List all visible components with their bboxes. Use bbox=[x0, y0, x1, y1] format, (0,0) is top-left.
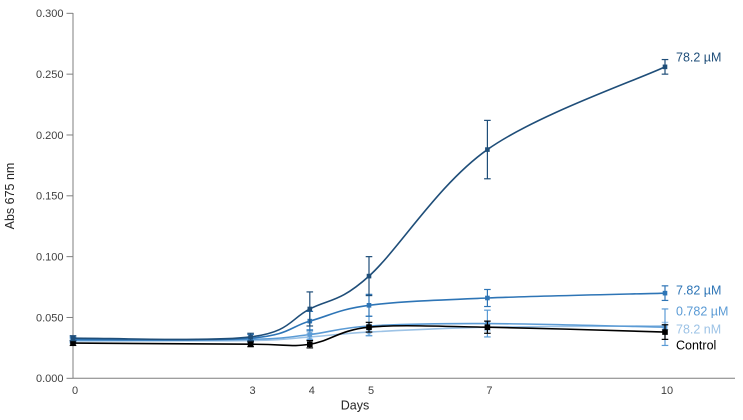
series-78.2-m bbox=[69, 58, 669, 342]
y-tick-label: 0.250 bbox=[36, 69, 64, 81]
data-point-marker bbox=[485, 147, 490, 152]
y-tick-label: 0.050 bbox=[36, 312, 64, 324]
series-label-control: Control bbox=[676, 339, 716, 353]
series-label-78.2-m: 78.2 µM bbox=[676, 50, 721, 64]
data-point-marker bbox=[366, 303, 372, 308]
data-point-marker bbox=[662, 290, 668, 296]
data-point-marker bbox=[484, 324, 491, 331]
data-point-marker bbox=[248, 334, 253, 340]
data-point-marker bbox=[662, 64, 668, 70]
series-label-78.2-nm: 78.2 nM bbox=[676, 322, 721, 336]
x-tick-label: 10 bbox=[661, 385, 673, 397]
data-point-marker bbox=[247, 341, 254, 348]
y-tick-label: 0.100 bbox=[36, 251, 64, 263]
data-point-marker bbox=[70, 340, 76, 346]
y-tick-label: 0.150 bbox=[36, 191, 64, 203]
x-tick-label: 4 bbox=[309, 385, 315, 397]
data-point-marker bbox=[307, 332, 313, 337]
data-point-marker bbox=[662, 329, 668, 335]
y-tick-label: 0.300 bbox=[36, 8, 64, 20]
y-axis-title: Abs 675 nm bbox=[3, 163, 17, 230]
data-point-marker bbox=[307, 306, 313, 312]
x-tick-label: 7 bbox=[486, 385, 492, 397]
x-tick-label: 5 bbox=[368, 385, 374, 397]
series-line-78.2-nm bbox=[72, 325, 666, 342]
x-tick-label: 3 bbox=[250, 385, 256, 397]
y-tick-label: 0.200 bbox=[36, 130, 64, 142]
series-label-0.782-m: 0.782 µM bbox=[676, 304, 728, 318]
x-axis-title: Days bbox=[341, 398, 369, 412]
series-line-78.2-m bbox=[72, 66, 666, 341]
data-point-marker bbox=[70, 335, 76, 341]
data-point-marker bbox=[485, 295, 490, 301]
y-tick-label: 0.000 bbox=[36, 373, 64, 385]
series-label-7.82-m: 7.82 µM bbox=[676, 283, 721, 297]
data-point-marker bbox=[366, 324, 372, 331]
data-point-marker bbox=[366, 273, 372, 279]
data-point-marker bbox=[307, 341, 313, 348]
series-control bbox=[69, 320, 669, 349]
x-tick-label: 0 bbox=[72, 385, 78, 397]
series-line-control bbox=[72, 324, 666, 347]
